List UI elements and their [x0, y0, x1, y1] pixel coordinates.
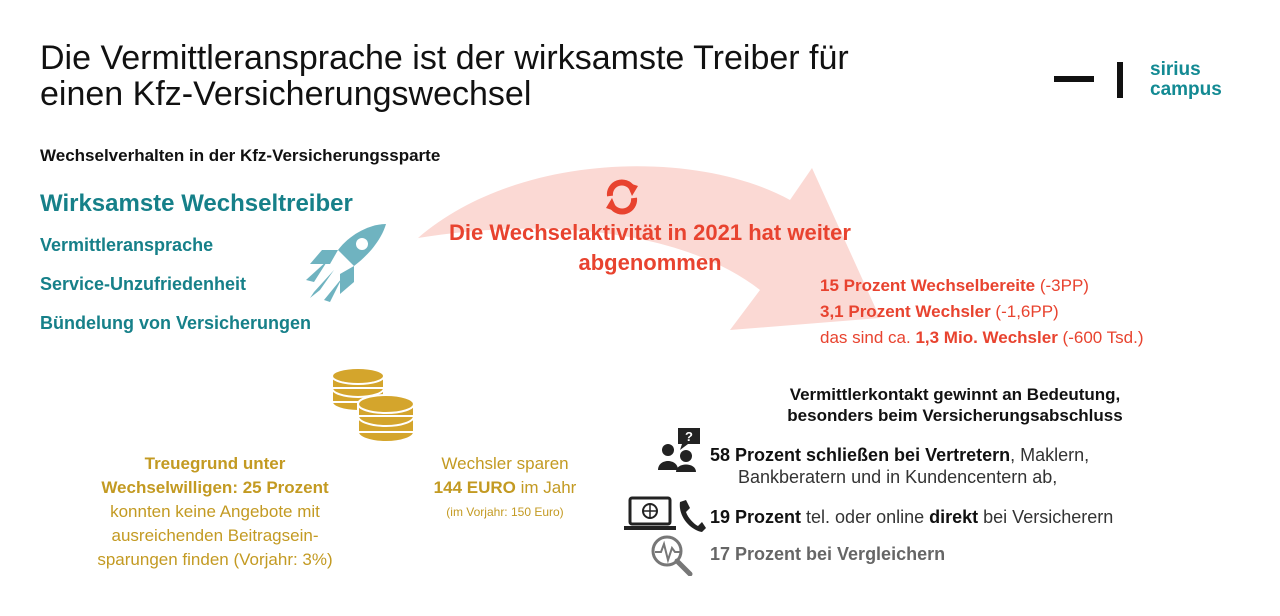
savings-note: (im Vorjahr: 150 Euro): [446, 505, 564, 519]
contact-heading-line1: Vermittlerkontakt gewinnt an Bedeutung,: [789, 385, 1121, 404]
stat-willing: 15 Prozent Wechselbereite (-3PP): [820, 276, 1089, 296]
loyalty-rest2: ausreichenden Beitragsein-: [111, 526, 319, 545]
search-chart-icon: [651, 535, 693, 576]
channel-direct: 19 Prozent tel. oder online direkt bei V…: [710, 506, 1113, 528]
driver-item: Vermittleransprache: [40, 235, 214, 255]
stat-switchers: 3,1 Prozent Wechsler (-1,6PP): [820, 302, 1059, 322]
svg-text:?: ?: [685, 429, 693, 444]
loyalty-rest1: konnten keine Angebote mit: [110, 502, 320, 521]
driver-item: Service-Unzufriedenheit: [40, 274, 247, 294]
savings-rest: im Jahr: [515, 478, 577, 497]
stat-switchers-value: 3,1 Prozent Wechsler: [820, 302, 991, 321]
channel-direct-rest: bei Versicherern: [978, 507, 1114, 527]
logo-dash: [1054, 76, 1094, 82]
loyalty-text: Treuegrund unter Wechselwilligen: 25 Pro…: [40, 452, 390, 572]
channel-agents-bold: 58 Prozent schließen bei Vertretern: [710, 445, 1011, 465]
channel-agents-line2: Bankberatern und in Kundencentern ab,: [738, 467, 1058, 487]
drivers-heading: Wirksamste Wechseltreiber: [40, 190, 353, 217]
people-question-icon: ?: [658, 428, 700, 472]
channel-agents-rest: , Maklern,: [1010, 445, 1090, 465]
sirius-campus-logo: sirius campus: [1150, 60, 1222, 100]
channel-direct-mid: tel. oder online: [801, 507, 930, 527]
headline: Die Wechselaktivität in 2021 hat weiter …: [449, 220, 851, 275]
rocket-icon: [306, 224, 386, 302]
contact-heading-line2: besonders beim Versicherungsabschluss: [787, 406, 1123, 425]
driver-item: Bündelung von Versicherungen: [40, 313, 312, 333]
stat-million: das sind ca. 1,3 Mio. Wechsler (-600 Tsd…: [820, 328, 1143, 348]
stat-million-pre: das sind ca.: [820, 328, 916, 347]
coins-icon: [331, 368, 415, 443]
stat-willing-value: 15 Prozent Wechselbereite: [820, 276, 1036, 295]
channel-comparison: 17 Prozent bei Vergleichern: [710, 544, 946, 564]
savings-line1: Wechsler sparen: [441, 454, 569, 473]
laptop-phone-icon: [624, 496, 706, 532]
contact-heading: Vermittlerkontakt gewinnt an Bedeutung, …: [735, 384, 1175, 426]
subtitle: Wechselverhalten in der Kfz-Versicherung…: [40, 146, 441, 165]
channel-direct-bold2: direkt: [929, 507, 979, 527]
refresh-icon: [606, 179, 638, 215]
channel-agents: 58 Prozent schließen bei Vertretern, Mak…: [710, 444, 1089, 466]
logo-bar: [1117, 62, 1123, 98]
logo-line1: sirius: [1150, 59, 1201, 80]
savings-text: Wechsler sparen 144 EURO im Jahr (im Vor…: [410, 452, 600, 524]
loyalty-bold2: Wechselwilligen: 25 Prozent: [101, 478, 329, 497]
channel-direct-bold1: 19 Prozent: [710, 507, 802, 527]
page-title: Die Vermittleransprache ist der wirksams…: [40, 39, 849, 113]
loyalty-bold1: Treuegrund unter: [144, 454, 286, 473]
logo-line2: campus: [1150, 79, 1222, 100]
stat-willing-change: (-3PP): [1035, 276, 1089, 295]
stat-million-value: 1,3 Mio. Wechsler: [915, 328, 1058, 347]
loyalty-rest3: sparungen finden (Vorjahr: 3%): [97, 550, 333, 569]
stat-switchers-change: (-1,6PP): [990, 302, 1059, 321]
stat-million-change: (-600 Tsd.): [1057, 328, 1144, 347]
savings-amount: 144 EURO: [433, 478, 516, 497]
